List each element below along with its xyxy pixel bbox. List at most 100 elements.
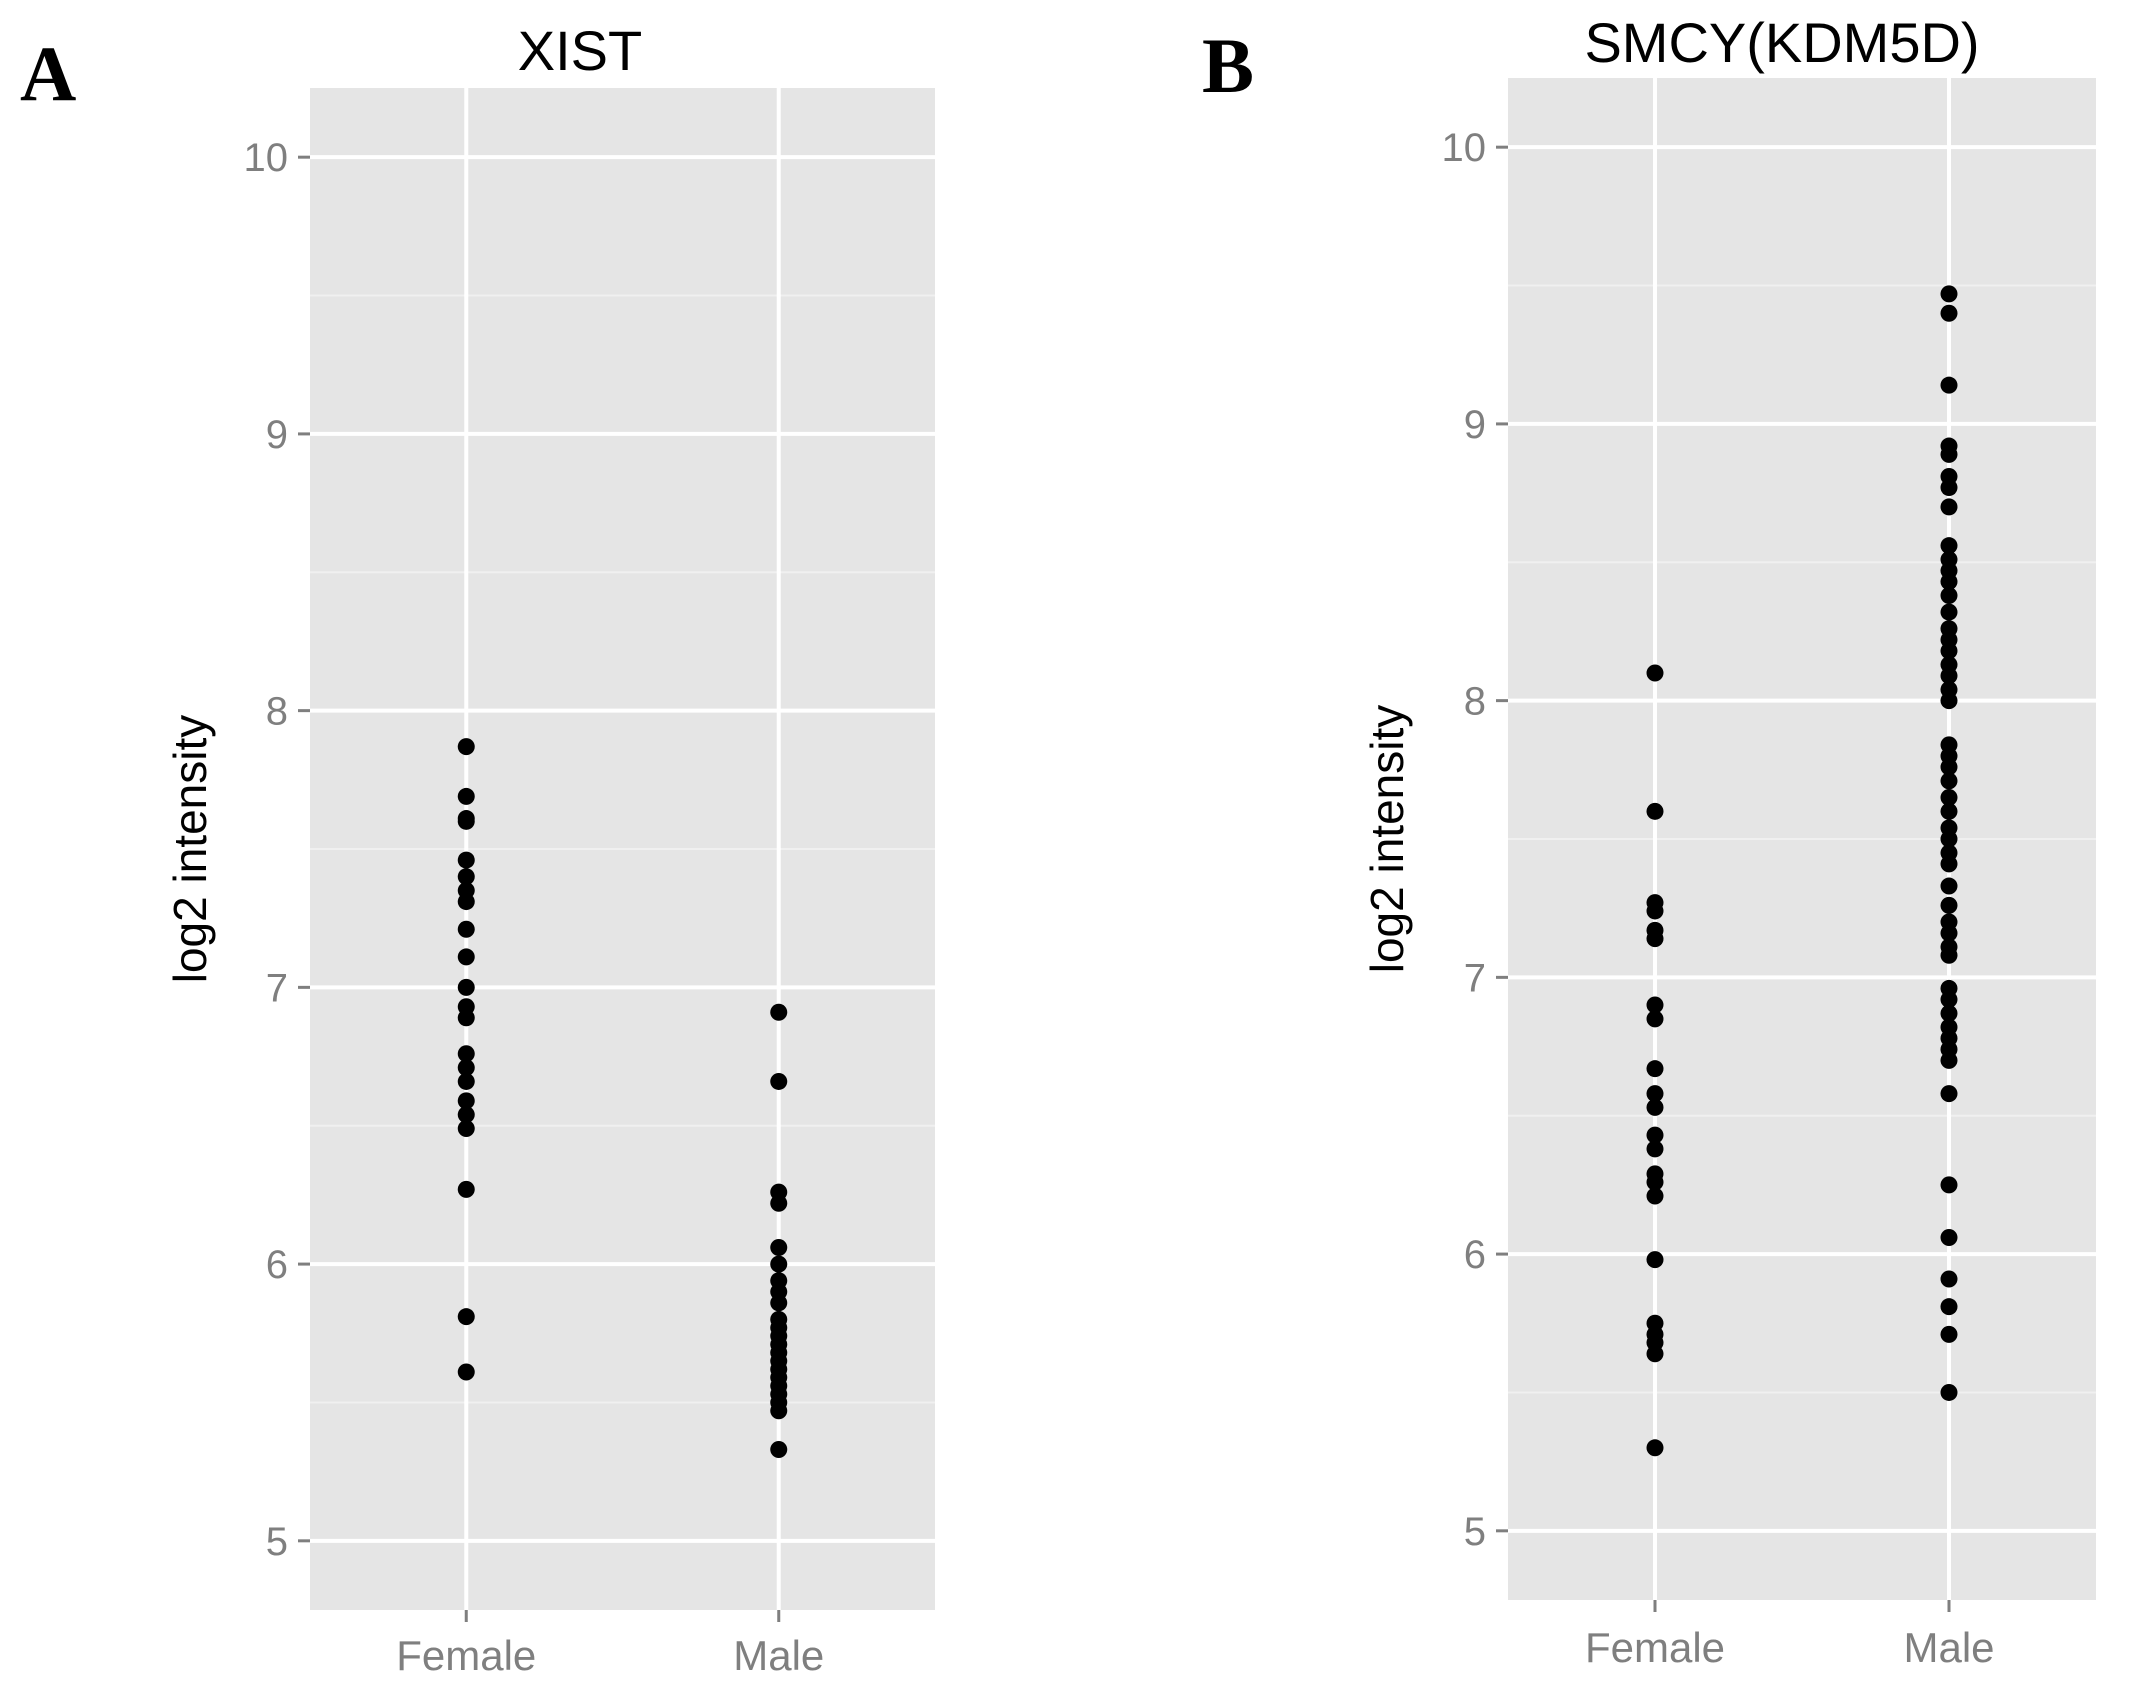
data-point-female — [1646, 1251, 1664, 1269]
data-point-male — [1940, 1004, 1958, 1022]
data-point-female — [1646, 1126, 1664, 1144]
chart-title: SMCY(KDM5D) — [1584, 11, 1979, 74]
data-point-male — [1940, 1383, 1958, 1401]
chart-panel-a: 5 6 7 8 9 10 Female Male XIST log2 intensity A — [20, 19, 935, 1679]
data-point-female — [457, 738, 475, 756]
data-point-male — [1940, 758, 1958, 776]
y-axis-label: log2 intensity — [164, 715, 216, 984]
data-point-male — [1940, 772, 1958, 790]
data-point-female — [1646, 996, 1664, 1014]
data-point-female — [457, 1180, 475, 1198]
data-point-female — [1646, 1140, 1664, 1158]
data-point-male — [1940, 1176, 1958, 1194]
data-point-female — [457, 787, 475, 805]
data-point-female — [457, 1045, 475, 1063]
data-point-male — [770, 1194, 788, 1212]
data-point-male — [1940, 642, 1958, 660]
y-tick-label: 8 — [266, 690, 288, 734]
x-tick-label-male: Male — [1903, 1624, 1994, 1671]
data-point-male — [1940, 991, 1958, 1009]
y-tick-label: 7 — [266, 966, 288, 1010]
data-point-female — [1646, 664, 1664, 682]
panel-letter: B — [1202, 22, 1254, 109]
data-point-female — [457, 851, 475, 869]
data-point-male — [1940, 285, 1958, 303]
y-tick-label: 9 — [266, 413, 288, 457]
x-tick-label-female: Female — [1585, 1624, 1725, 1671]
data-point-female — [457, 978, 475, 996]
data-point-male — [1940, 692, 1958, 710]
data-point-male — [770, 1402, 788, 1420]
data-point-female — [457, 1119, 475, 1137]
data-point-female — [1646, 930, 1664, 948]
data-point-female — [457, 948, 475, 966]
data-point-female — [457, 920, 475, 938]
data-point-female — [1646, 1098, 1664, 1116]
chart-panel-b: 5 6 7 8 9 10 Female Male SMCY(KDM5D) log2 intensi… — [1202, 11, 2096, 1671]
data-point-male — [770, 1003, 788, 1021]
data-point-male — [1940, 788, 1958, 806]
data-point-female — [1646, 1060, 1664, 1078]
data-point-female — [1646, 1345, 1664, 1363]
x-tick-label-male: Male — [733, 1632, 824, 1679]
data-point-male — [1940, 1270, 1958, 1288]
data-point-female — [457, 1363, 475, 1381]
data-point-male — [770, 1238, 788, 1256]
data-point-female — [1646, 1187, 1664, 1205]
data-point-male — [1940, 376, 1958, 394]
data-point-male — [1940, 1325, 1958, 1343]
data-point-male — [1940, 946, 1958, 964]
data-point-female — [457, 868, 475, 886]
data-point-male — [770, 1440, 788, 1458]
data-point-male — [1940, 304, 1958, 322]
data-point-female — [1646, 1010, 1664, 1028]
y-tick-label: 5 — [266, 1520, 288, 1564]
data-point-male — [1940, 1085, 1958, 1103]
y-tick-label: 7 — [1464, 956, 1486, 1000]
y-axis-label: log2 intensity — [1361, 705, 1413, 974]
data-point-male — [1940, 1298, 1958, 1316]
data-point-female — [457, 812, 475, 830]
data-point-male — [1940, 445, 1958, 463]
data-point-female — [1646, 802, 1664, 820]
data-point-female — [457, 1106, 475, 1124]
y-tick-label: 8 — [1464, 680, 1486, 724]
data-point-male — [1940, 802, 1958, 820]
data-point-male — [770, 1294, 788, 1312]
data-point-female — [1646, 902, 1664, 920]
data-point-male — [1940, 498, 1958, 516]
y-tick-label: 5 — [1464, 1510, 1486, 1554]
data-point-female — [457, 1059, 475, 1077]
data-point-male — [1940, 573, 1958, 591]
chart-title: XIST — [518, 19, 642, 82]
data-point-female — [457, 1072, 475, 1090]
y-tick-label: 6 — [1464, 1233, 1486, 1277]
panel-letter: A — [20, 30, 76, 117]
data-point-female — [1646, 1439, 1664, 1457]
data-point-female — [457, 1009, 475, 1027]
x-tick-label-female: Female — [396, 1632, 536, 1679]
data-point-female — [457, 1092, 475, 1110]
y-tick-label: 10 — [244, 136, 289, 180]
data-point-male — [1940, 924, 1958, 942]
data-point-male — [1940, 537, 1958, 555]
data-point-male — [1940, 586, 1958, 604]
data-point-female — [1646, 1173, 1664, 1191]
data-point-male — [1940, 667, 1958, 685]
data-point-male — [1940, 877, 1958, 895]
data-point-male — [1940, 855, 1958, 873]
y-tick-label: 10 — [1442, 126, 1487, 170]
data-point-female — [1646, 1085, 1664, 1103]
data-point-male — [1940, 1051, 1958, 1069]
data-point-male — [1940, 896, 1958, 914]
y-tick-label: 9 — [1464, 403, 1486, 447]
y-tick-label: 6 — [266, 1243, 288, 1287]
data-point-male — [1940, 479, 1958, 497]
data-point-male — [1940, 603, 1958, 621]
data-point-male — [770, 1255, 788, 1273]
data-point-male — [770, 1072, 788, 1090]
data-point-female — [457, 893, 475, 911]
data-point-male — [1940, 1228, 1958, 1246]
data-point-male — [1940, 830, 1958, 848]
